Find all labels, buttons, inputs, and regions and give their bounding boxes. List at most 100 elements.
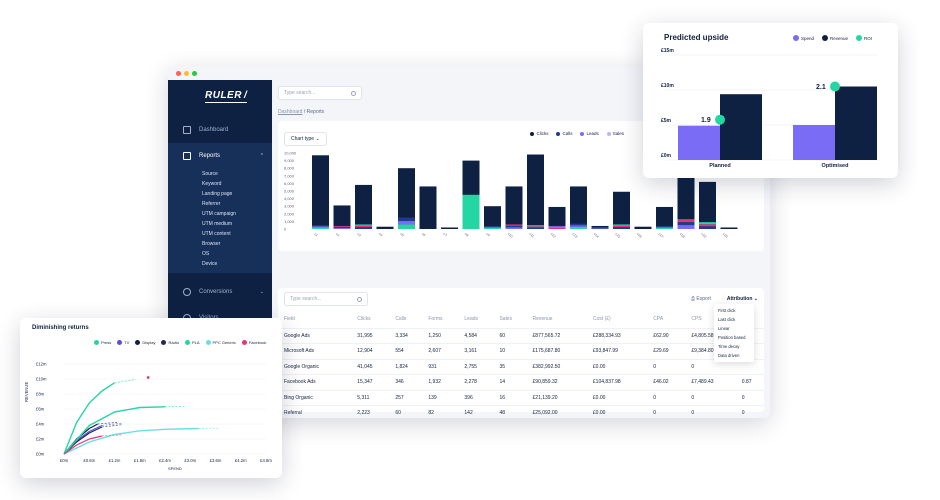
- subnav-item-os[interactable]: OS: [202, 251, 210, 257]
- bar-sales: [677, 225, 695, 229]
- attribution-select[interactable]: Attribution ⌄: [726, 296, 758, 302]
- ruler-logo[interactable]: RULER /: [205, 90, 248, 103]
- minimize-window-button[interactable]: [184, 70, 189, 76]
- subnav-item-landing-page[interactable]: Landing page: [202, 191, 233, 197]
- column-header[interactable]: Field: [284, 315, 295, 322]
- clock-icon: [183, 288, 191, 296]
- column-header[interactable]: CPS: [691, 315, 702, 322]
- breadcrumb-dashboard-link[interactable]: Dashboard: [278, 109, 303, 115]
- close-window-button[interactable]: [176, 70, 181, 76]
- maximize-window-button[interactable]: [192, 70, 197, 76]
- table-cell: £21,139.20: [526, 389, 587, 406]
- subnav-item-utm-content[interactable]: UTM content: [202, 231, 231, 237]
- x-tick-label: c1: [313, 232, 318, 237]
- table-cell: 5,311: [351, 389, 390, 406]
- search-input[interactable]: Type search...: [278, 86, 362, 100]
- table-row[interactable]: Google Organic 41,045 1,824 931 2,755 35 £382,…: [278, 358, 764, 375]
- attribution-option[interactable]: First click: [718, 308, 736, 313]
- x-tick-label: c9: [485, 232, 490, 237]
- series-line: [63, 406, 166, 455]
- bar-sales: [613, 225, 630, 228]
- attribution-option[interactable]: Last click: [718, 317, 736, 322]
- legend-item-sales[interactable]: Sales: [606, 131, 624, 136]
- chart-type-select[interactable]: Chart type ⌄: [284, 132, 327, 146]
- attribution-option[interactable]: Position based: [718, 335, 746, 340]
- x-tick-label: c5: [399, 232, 404, 237]
- subnav-item-browser[interactable]: Browser: [202, 241, 221, 247]
- table-cell: £46.02: [647, 374, 686, 390]
- subnav-item-keyword[interactable]: Keyword: [202, 181, 222, 187]
- legend-item-facebook: Facebook: [241, 340, 266, 345]
- bar-clicks: [312, 155, 329, 229]
- legend-item-press: Press: [94, 340, 111, 345]
- table-cell: 257: [389, 389, 423, 406]
- x-tick-label: £3.0m: [184, 458, 196, 463]
- export-button[interactable]: ⎙ Export: [691, 296, 711, 302]
- column-header[interactable]: Sales: [499, 315, 512, 322]
- table-row[interactable]: Facebook Ads 15,347 346 1,932 2,278 14 £90,859…: [278, 374, 764, 390]
- bar-sales: [484, 225, 501, 227]
- subnav-item-device[interactable]: Device: [202, 261, 218, 267]
- table-cell: £0.00: [586, 405, 648, 418]
- legend-dot: [184, 340, 190, 345]
- subnav-item-source[interactable]: Source: [202, 171, 218, 177]
- subnav-item-utm-medium[interactable]: UTM medium: [202, 221, 233, 227]
- sidebar-item-conversions[interactable]: Conversions ⌄: [168, 279, 272, 305]
- bar-sales: [699, 222, 716, 225]
- column-header[interactable]: Clicks: [357, 315, 371, 322]
- legend-item-clicks[interactable]: Clicks: [530, 131, 548, 136]
- bar-sales: [677, 222, 695, 226]
- sidebar-item-reports[interactable]: Reports ⌃: [168, 143, 272, 169]
- legend-item-calls[interactable]: Calls: [556, 131, 572, 136]
- column-header[interactable]: Leads: [464, 315, 479, 322]
- x-tick-label: Optimised: [822, 163, 849, 169]
- x-tick-label: c3: [356, 232, 361, 237]
- attribution-option[interactable]: Data driven: [718, 353, 740, 358]
- bar-sales: [570, 223, 587, 226]
- attribution-option[interactable]: Linear: [718, 326, 730, 331]
- bar-sales: [548, 225, 566, 227]
- series-projection: [114, 379, 136, 384]
- predicted-upside-card: £0m £5m £10m £15m 1.9 Planned 2.1 Optimised Pre…: [643, 23, 898, 178]
- legend-label: Sales: [612, 131, 624, 136]
- table-cell: 1,932: [422, 374, 459, 390]
- bar-sales: [527, 225, 544, 227]
- table-row[interactable]: Bing Organic 5,311 257 139 396 16 £21,139.20 £0…: [278, 389, 764, 406]
- report-table-card: Type search... ⎙ Export Attribution ⌄ Fi…: [278, 288, 764, 418]
- column-header[interactable]: Cost (£): [592, 315, 611, 322]
- column-header[interactable]: Revenue: [532, 315, 553, 322]
- subnav-item-referrer[interactable]: Referrer: [202, 201, 221, 207]
- topbar: Type search...: [278, 80, 764, 106]
- subnav-item-utm-campaign[interactable]: UTM campaign: [202, 211, 236, 217]
- table-cell: 4,584: [458, 327, 494, 344]
- column-header[interactable]: CPA: [653, 315, 664, 322]
- legend-label: Calls: [562, 131, 573, 136]
- table-cell: 139: [422, 389, 459, 406]
- reports-subnav: Source Keyword Landing page Referrer UTM…: [168, 169, 272, 269]
- table-cell: 3,161: [458, 343, 494, 359]
- column-header[interactable]: Calls: [395, 315, 407, 322]
- table-cell: 2,607: [422, 343, 459, 359]
- series-line: [63, 382, 115, 455]
- attribution-option[interactable]: Time decay: [718, 344, 740, 349]
- table-cell: £0.00: [586, 389, 648, 406]
- table-row[interactable]: Referral 2,223 60 82 142 48 £25,092.00 £0.00 0 0 0: [278, 405, 764, 418]
- bar-sales: [484, 227, 501, 229]
- column-header[interactable]: Forms: [428, 315, 443, 322]
- roi-marker: [830, 81, 840, 92]
- legend-item-leads[interactable]: Leads: [580, 131, 599, 136]
- table-cell: £175,687.80: [526, 343, 587, 359]
- table-row[interactable]: Google Ads 31,995 3,334 1,250 4,584 60 £877,56…: [278, 327, 764, 344]
- table-row[interactable]: Microsoft Ads 12,904 554 2,607 3,161 10 £175,6…: [278, 343, 764, 359]
- y-tick-label: £12m: [36, 362, 47, 367]
- legend-item-display: Display: [135, 340, 155, 345]
- sidebar-item-dashboard[interactable]: Dashboard: [168, 117, 272, 143]
- bar-clicks: [656, 206, 673, 229]
- table-cell: 31,995: [351, 327, 390, 344]
- legend-item-revenue: Revenue: [822, 35, 848, 41]
- table-search-input[interactable]: Type search...: [284, 292, 368, 306]
- y-tick-label: 2,000: [284, 211, 295, 216]
- legend-dot: [241, 340, 247, 345]
- table-cell: 10: [493, 343, 527, 359]
- x-tick-label: c12: [550, 232, 557, 239]
